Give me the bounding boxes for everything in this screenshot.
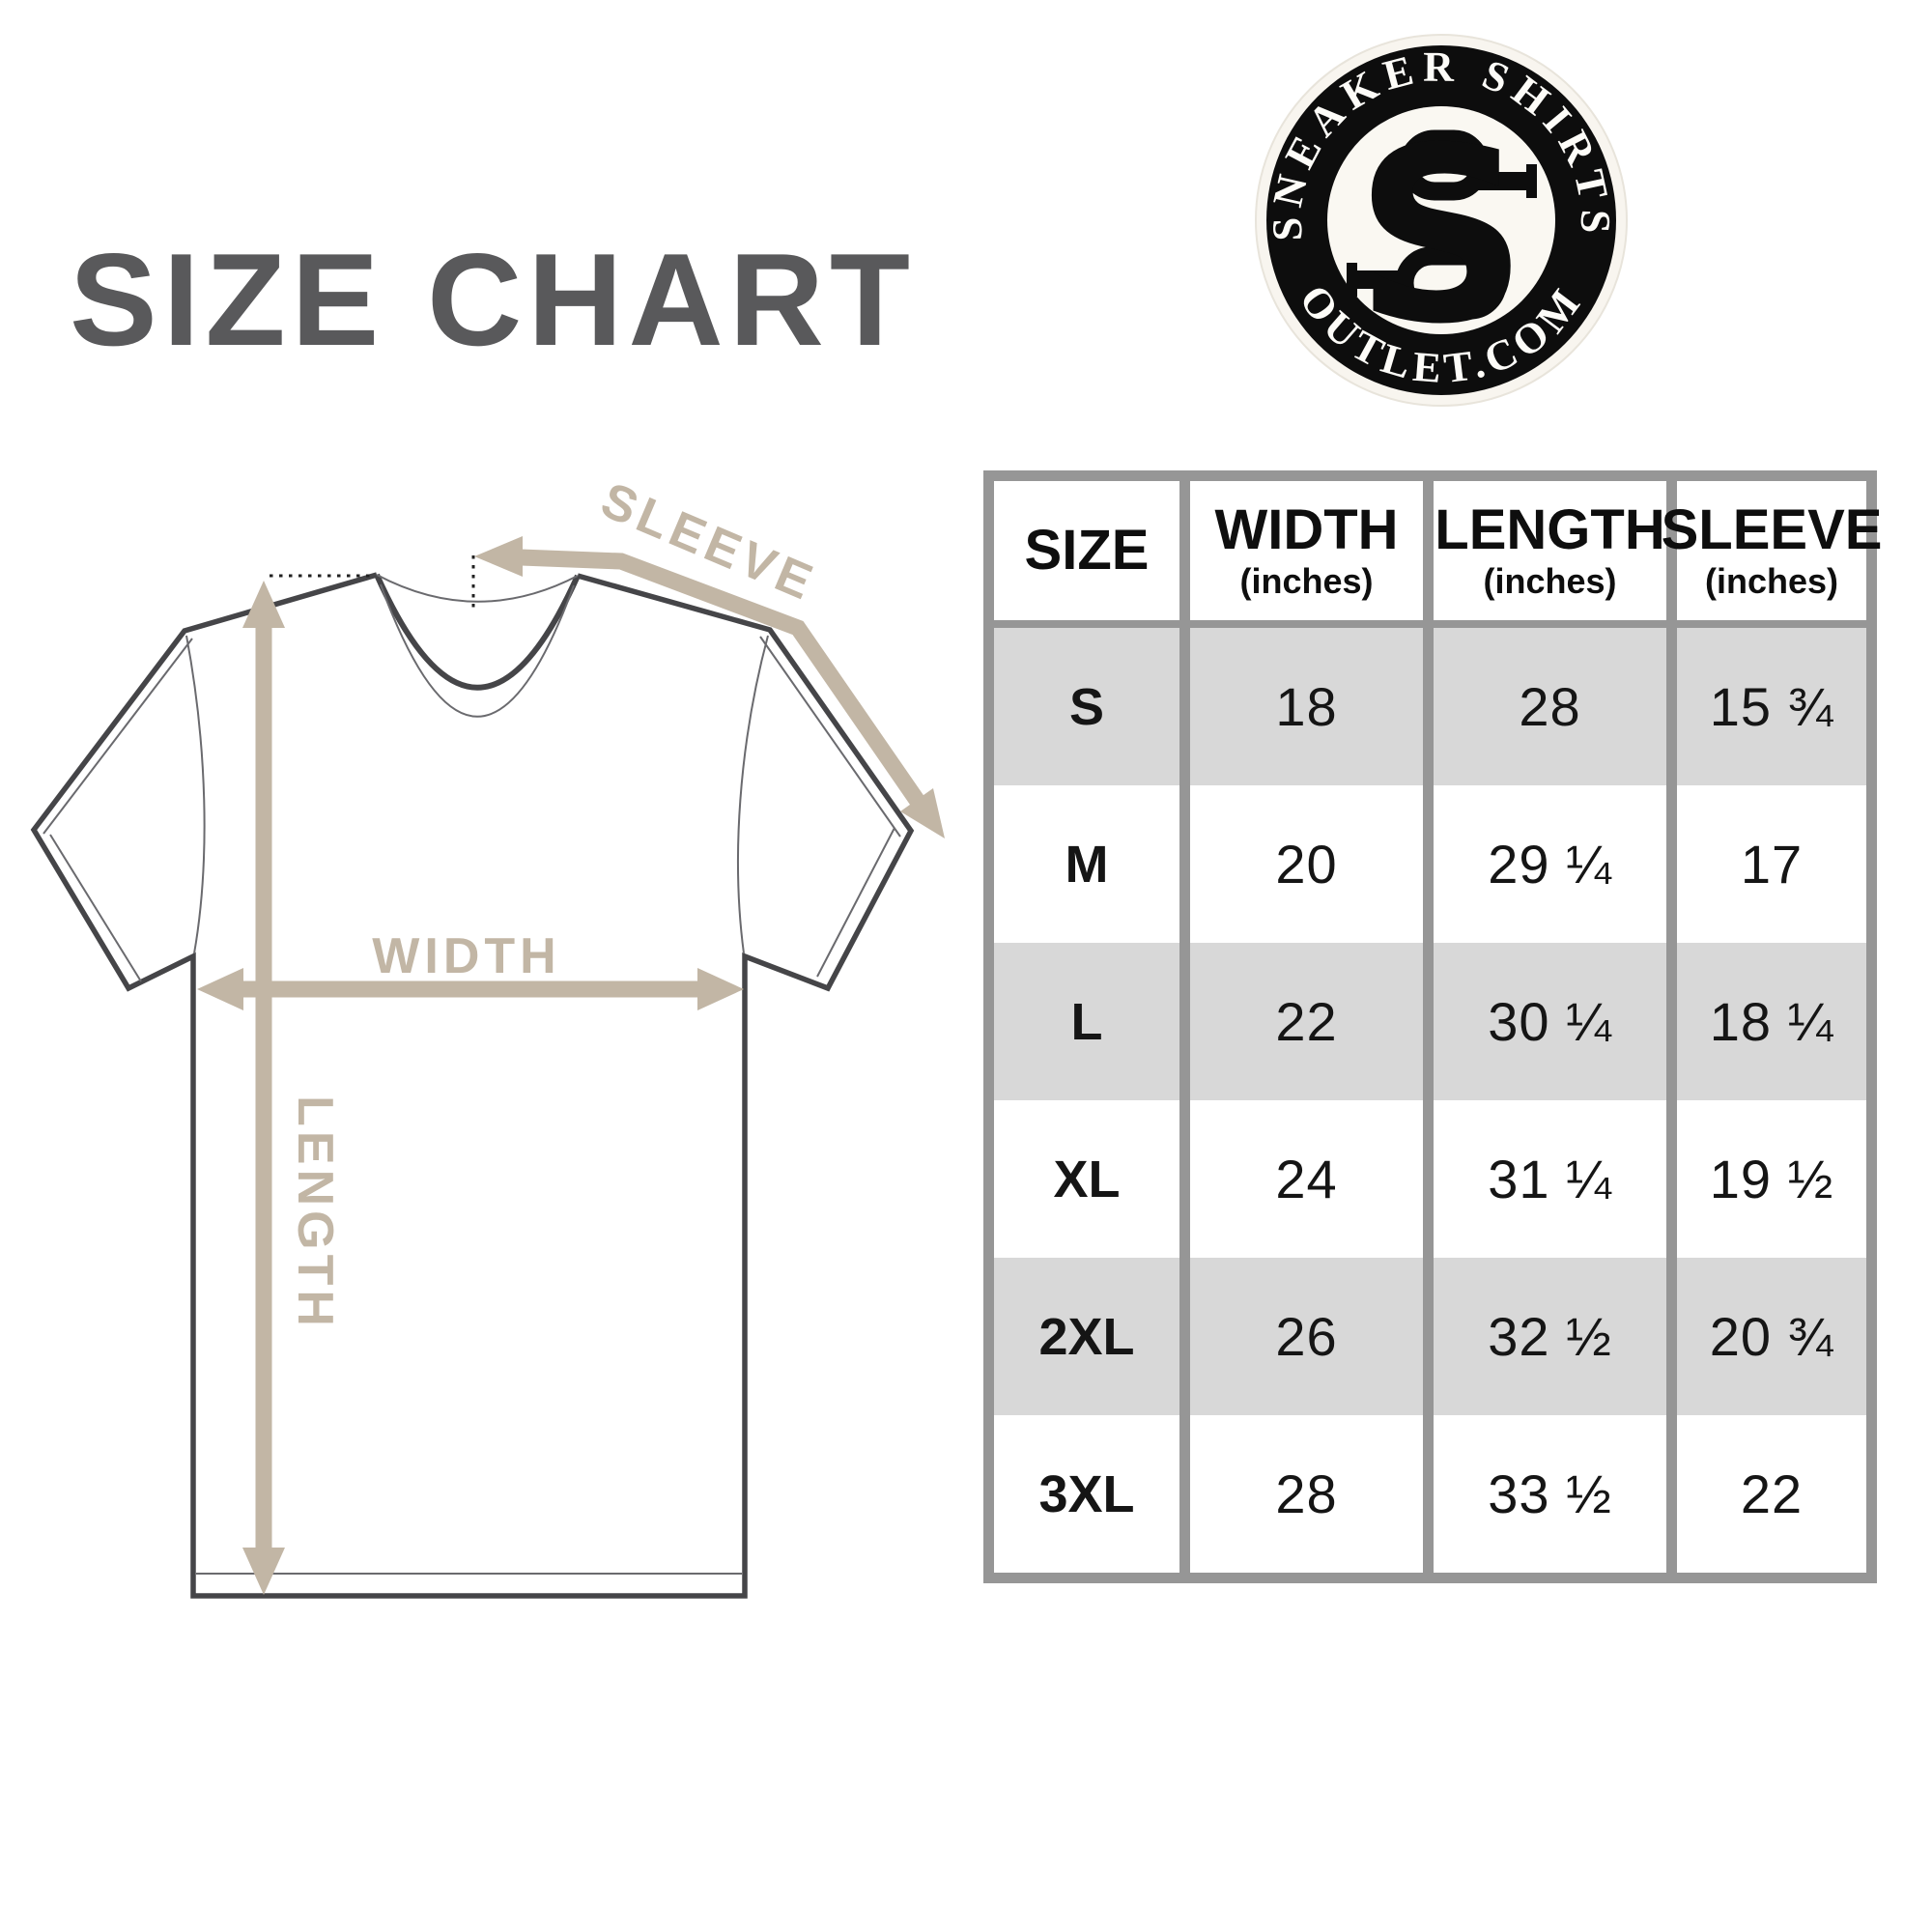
page-title: SIZE CHART bbox=[70, 226, 916, 373]
table-cell-s-size: S bbox=[994, 628, 1179, 785]
measurement-arrows bbox=[197, 536, 945, 1595]
table-cell-xl-length: 31 ¼ bbox=[1423, 1100, 1666, 1258]
table-cell-2xl-sleeve: 20 ¾ bbox=[1666, 1258, 1866, 1415]
table-cell-l-length: 30 ¼ bbox=[1423, 943, 1666, 1100]
table-cell-m-length: 29 ¼ bbox=[1423, 785, 1666, 943]
table-cell-3xl-sleeve: 22 bbox=[1666, 1415, 1866, 1573]
table-cell-m-width: 20 bbox=[1179, 785, 1423, 943]
brand-logo: SNEAKER SHIRTS OUTLET.COM S bbox=[1255, 34, 1628, 407]
table-cell-3xl-size: 3XL bbox=[1038, 1464, 1135, 1523]
table-cell-s-sleeve: 15 ¾ bbox=[1666, 628, 1866, 785]
size-table-header-row: SIZE WIDTH (inches) LENGTH (inches) SLEE… bbox=[994, 481, 1882, 628]
size-table: SIZE WIDTH (inches) LENGTH (inches) SLEE… bbox=[983, 470, 1882, 1583]
table-cell-xl-sleeve: 19 ½ bbox=[1666, 1100, 1866, 1258]
table-cell-3xl-length: 33 ½ bbox=[1423, 1415, 1666, 1573]
table-cell-l-width: 22 bbox=[1179, 943, 1423, 1100]
table-cell-2xl-width: 26 bbox=[1179, 1258, 1423, 1415]
width-arrowhead-right-icon bbox=[697, 968, 744, 1010]
table-cell-s-width: 18 bbox=[1179, 628, 1423, 785]
width-arrow-label: WIDTH bbox=[372, 928, 560, 984]
size-table-body: S 18 28 15 ¾ M 20 29 ¼ 17 L 22 30 ¼ 18 ¼ XL 24 31 ¼ 19 … bbox=[994, 628, 1866, 1573]
svg-text:S: S bbox=[1354, 96, 1528, 377]
tshirt-seam-lines bbox=[43, 574, 901, 1575]
table-cell-m-sleeve: 17 bbox=[1666, 785, 1866, 943]
table-cell-m-size: M bbox=[1065, 835, 1109, 894]
width-arrowhead-left-icon bbox=[197, 968, 243, 1010]
table-cell-s-length: 28 bbox=[1423, 628, 1666, 785]
length-arrowhead-bottom-icon bbox=[242, 1548, 285, 1595]
table-cell-2xl-size: 2XL bbox=[994, 1258, 1179, 1415]
table-cell-xl-size: XL bbox=[1053, 1150, 1121, 1208]
tshirt-measurement-diagram: WIDTH LENGTH SLEEVE bbox=[30, 472, 945, 1599]
table-cell-2xl-length: 32 ½ bbox=[1423, 1258, 1666, 1415]
column-header-sleeve: SLEEVE (inches) bbox=[1662, 481, 1882, 620]
tshirt-outline bbox=[30, 572, 915, 1599]
table-cell-xl-width: 24 bbox=[1179, 1100, 1423, 1258]
table-cell-l-sleeve: 18 ¼ bbox=[1666, 943, 1866, 1100]
dotted-guide-lines bbox=[270, 555, 475, 608]
logo-ss-monogram-icon: S bbox=[1347, 96, 1537, 377]
length-arrow-label: LENGTH bbox=[287, 1095, 343, 1331]
sleeve-arrowhead-right-icon bbox=[900, 788, 945, 838]
sleeve-arrow bbox=[520, 549, 925, 808]
length-arrowhead-top-icon bbox=[242, 581, 285, 628]
column-header-length: LENGTH (inches) bbox=[1423, 481, 1666, 620]
table-cell-l-size: L bbox=[994, 943, 1179, 1100]
table-cell-3xl-width: 28 bbox=[1179, 1415, 1423, 1573]
column-header-width: WIDTH (inches) bbox=[1179, 481, 1423, 620]
column-header-size: SIZE bbox=[1024, 519, 1150, 582]
sleeve-arrowhead-left-icon bbox=[474, 536, 523, 577]
